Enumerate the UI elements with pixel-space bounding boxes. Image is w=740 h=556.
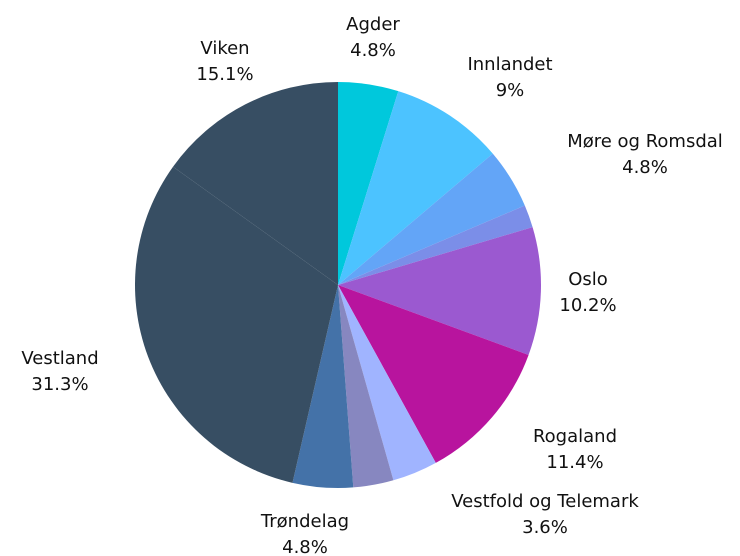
slice-label: Vestland xyxy=(21,348,98,369)
slice-label: Vestfold og Telemark xyxy=(451,491,639,512)
slice-label: Agder xyxy=(346,14,400,35)
pie-slice xyxy=(338,153,525,285)
slice-label: Oslo xyxy=(568,269,608,290)
pie-slice xyxy=(338,285,436,481)
slice-value-label: 31.3% xyxy=(31,374,88,395)
slice-value-label: 15.1% xyxy=(196,64,253,85)
slice-value-label: 9% xyxy=(496,80,525,101)
pie-slice xyxy=(338,91,493,285)
slice-value-label: 4.8% xyxy=(282,537,328,556)
pie-slice xyxy=(338,285,394,488)
slice-value-label: 10.2% xyxy=(559,295,616,316)
slice-label: Rogaland xyxy=(533,426,617,447)
slice-value-label: 4.8% xyxy=(622,157,668,178)
pie-slice xyxy=(338,205,533,285)
slice-value-label: 4.8% xyxy=(350,40,396,61)
slice-label: Viken xyxy=(200,38,249,59)
pie-slice xyxy=(173,82,338,285)
slice-label: Møre og Romsdal xyxy=(567,131,723,152)
pie-slice xyxy=(135,166,338,483)
pie-slice xyxy=(338,227,541,355)
slice-value-label: 11.4% xyxy=(546,452,603,473)
slice-label: Innlandet xyxy=(467,54,552,75)
pie-slice xyxy=(292,285,354,488)
pie-slice xyxy=(338,82,399,285)
pie-slice xyxy=(338,285,529,463)
slice-value-label: 3.6% xyxy=(522,517,568,538)
slice-label: Trøndelag xyxy=(260,511,349,532)
